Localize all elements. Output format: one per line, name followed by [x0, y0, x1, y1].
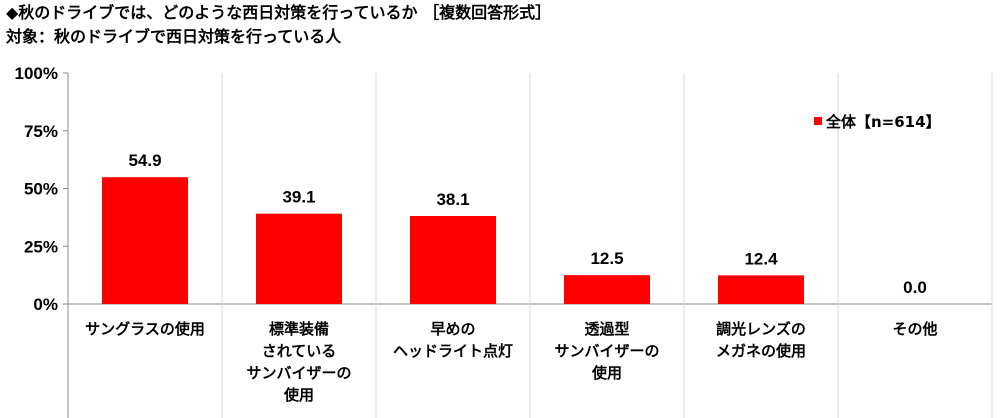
x-tick-label: されている [262, 342, 337, 360]
bar [718, 275, 804, 304]
x-tick-label: 標準装備 [269, 320, 329, 338]
legend: 全体【n=614】 [814, 113, 941, 131]
data-label: 38.1 [436, 190, 469, 209]
y-tick-label: 50% [24, 180, 58, 199]
legend-label: 全体【n=614】 [825, 113, 941, 131]
chart-title: ◆秋のドライブでは、どのような西日対策を行っているか ［複数回答形式］ [6, 3, 552, 22]
bar [256, 213, 342, 304]
y-tick-label: 100% [15, 64, 58, 83]
value-labels: 54.9 39.1 38.1 12.5 12.4 0.0 [128, 151, 926, 297]
x-tick-label: 使用 [283, 386, 314, 404]
x-tick-label: メガネの使用 [716, 342, 806, 360]
chart-subtitle: 対象：秋のドライブで西日対策を行っている人 [6, 27, 342, 46]
data-label: 39.1 [282, 188, 315, 207]
y-tick-label: 0% [33, 295, 58, 314]
data-label: 54.9 [128, 151, 161, 170]
x-tick-label: その他 [892, 320, 937, 338]
x-tick-label: サンバイザーの [554, 342, 659, 360]
x-tick-label: サングラスの使用 [85, 320, 205, 338]
x-tick-label: 使用 [591, 364, 622, 382]
y-tick-label: 25% [24, 237, 58, 256]
x-tick-label: 調光レンズの [716, 320, 806, 338]
legend-swatch [814, 117, 822, 125]
category-labels: サングラスの使用 標準装備されているサンバイザーの使用早めのヘッドライト点灯透過型… [85, 320, 937, 404]
bar [102, 177, 188, 304]
x-tick-label: ヘッドライト点灯 [393, 342, 513, 360]
y-tick-label: 75% [24, 122, 58, 141]
data-label: 12.5 [590, 249, 623, 268]
bar [410, 215, 496, 304]
bar [564, 275, 650, 304]
data-label: 12.4 [744, 249, 778, 268]
x-tick-label: 早めの [430, 320, 475, 338]
axes: 0% 25% 50% 75% 100% [15, 64, 993, 418]
x-tick-label: 透過型 [584, 320, 629, 338]
x-tick-label: サンバイザーの [246, 364, 351, 382]
data-label: 0.0 [903, 278, 927, 297]
bars [102, 177, 804, 304]
